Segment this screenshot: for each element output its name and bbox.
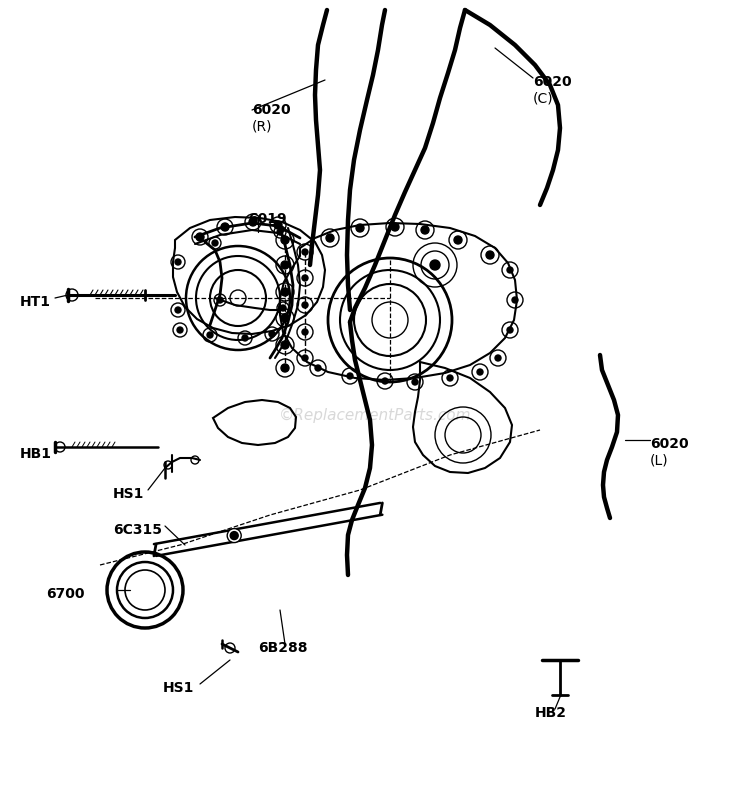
Text: 6020: 6020: [252, 103, 291, 117]
Circle shape: [382, 378, 388, 384]
Circle shape: [230, 532, 238, 539]
Circle shape: [495, 355, 501, 361]
Circle shape: [412, 379, 418, 385]
Circle shape: [486, 251, 494, 259]
Circle shape: [177, 327, 183, 333]
Text: (R): (R): [252, 120, 272, 134]
Circle shape: [196, 233, 204, 241]
Circle shape: [430, 260, 440, 270]
Text: 6700: 6700: [46, 587, 85, 601]
Circle shape: [221, 223, 229, 231]
Circle shape: [212, 240, 218, 246]
Circle shape: [277, 229, 283, 235]
Circle shape: [507, 267, 513, 273]
Circle shape: [269, 331, 275, 337]
Circle shape: [249, 218, 257, 226]
Text: HS1: HS1: [163, 681, 194, 695]
Circle shape: [326, 234, 334, 242]
Text: (L): (L): [650, 454, 669, 468]
Circle shape: [347, 373, 353, 379]
Circle shape: [281, 236, 289, 244]
Circle shape: [302, 275, 308, 281]
Circle shape: [281, 261, 289, 269]
Text: 6019: 6019: [248, 212, 286, 226]
Circle shape: [281, 288, 289, 296]
Circle shape: [175, 259, 181, 265]
Circle shape: [421, 226, 429, 234]
Text: 6020: 6020: [650, 437, 688, 451]
Text: HB2: HB2: [535, 706, 567, 720]
Circle shape: [207, 332, 213, 338]
Circle shape: [281, 314, 289, 322]
Circle shape: [356, 224, 364, 232]
Circle shape: [315, 365, 321, 371]
Circle shape: [507, 327, 513, 333]
Circle shape: [175, 307, 181, 313]
Circle shape: [512, 297, 518, 303]
Text: 6020: 6020: [533, 75, 572, 89]
Circle shape: [477, 369, 483, 375]
Circle shape: [274, 221, 282, 229]
Text: HS1: HS1: [113, 487, 144, 501]
Circle shape: [302, 302, 308, 308]
Circle shape: [447, 375, 453, 381]
Text: 6B288: 6B288: [258, 641, 308, 655]
Text: HB1: HB1: [20, 447, 52, 461]
Text: 6C315: 6C315: [113, 523, 162, 537]
Text: (C): (C): [533, 92, 554, 106]
Circle shape: [281, 341, 289, 349]
Circle shape: [302, 355, 308, 361]
Circle shape: [242, 335, 248, 341]
Circle shape: [227, 528, 242, 543]
Circle shape: [454, 236, 462, 244]
Circle shape: [302, 329, 308, 335]
Circle shape: [217, 297, 223, 303]
Text: HT1: HT1: [20, 295, 51, 309]
Circle shape: [280, 305, 286, 311]
Circle shape: [302, 249, 308, 255]
Text: ©ReplacementParts.com: ©ReplacementParts.com: [279, 407, 471, 422]
Circle shape: [281, 364, 289, 372]
Circle shape: [391, 223, 399, 231]
